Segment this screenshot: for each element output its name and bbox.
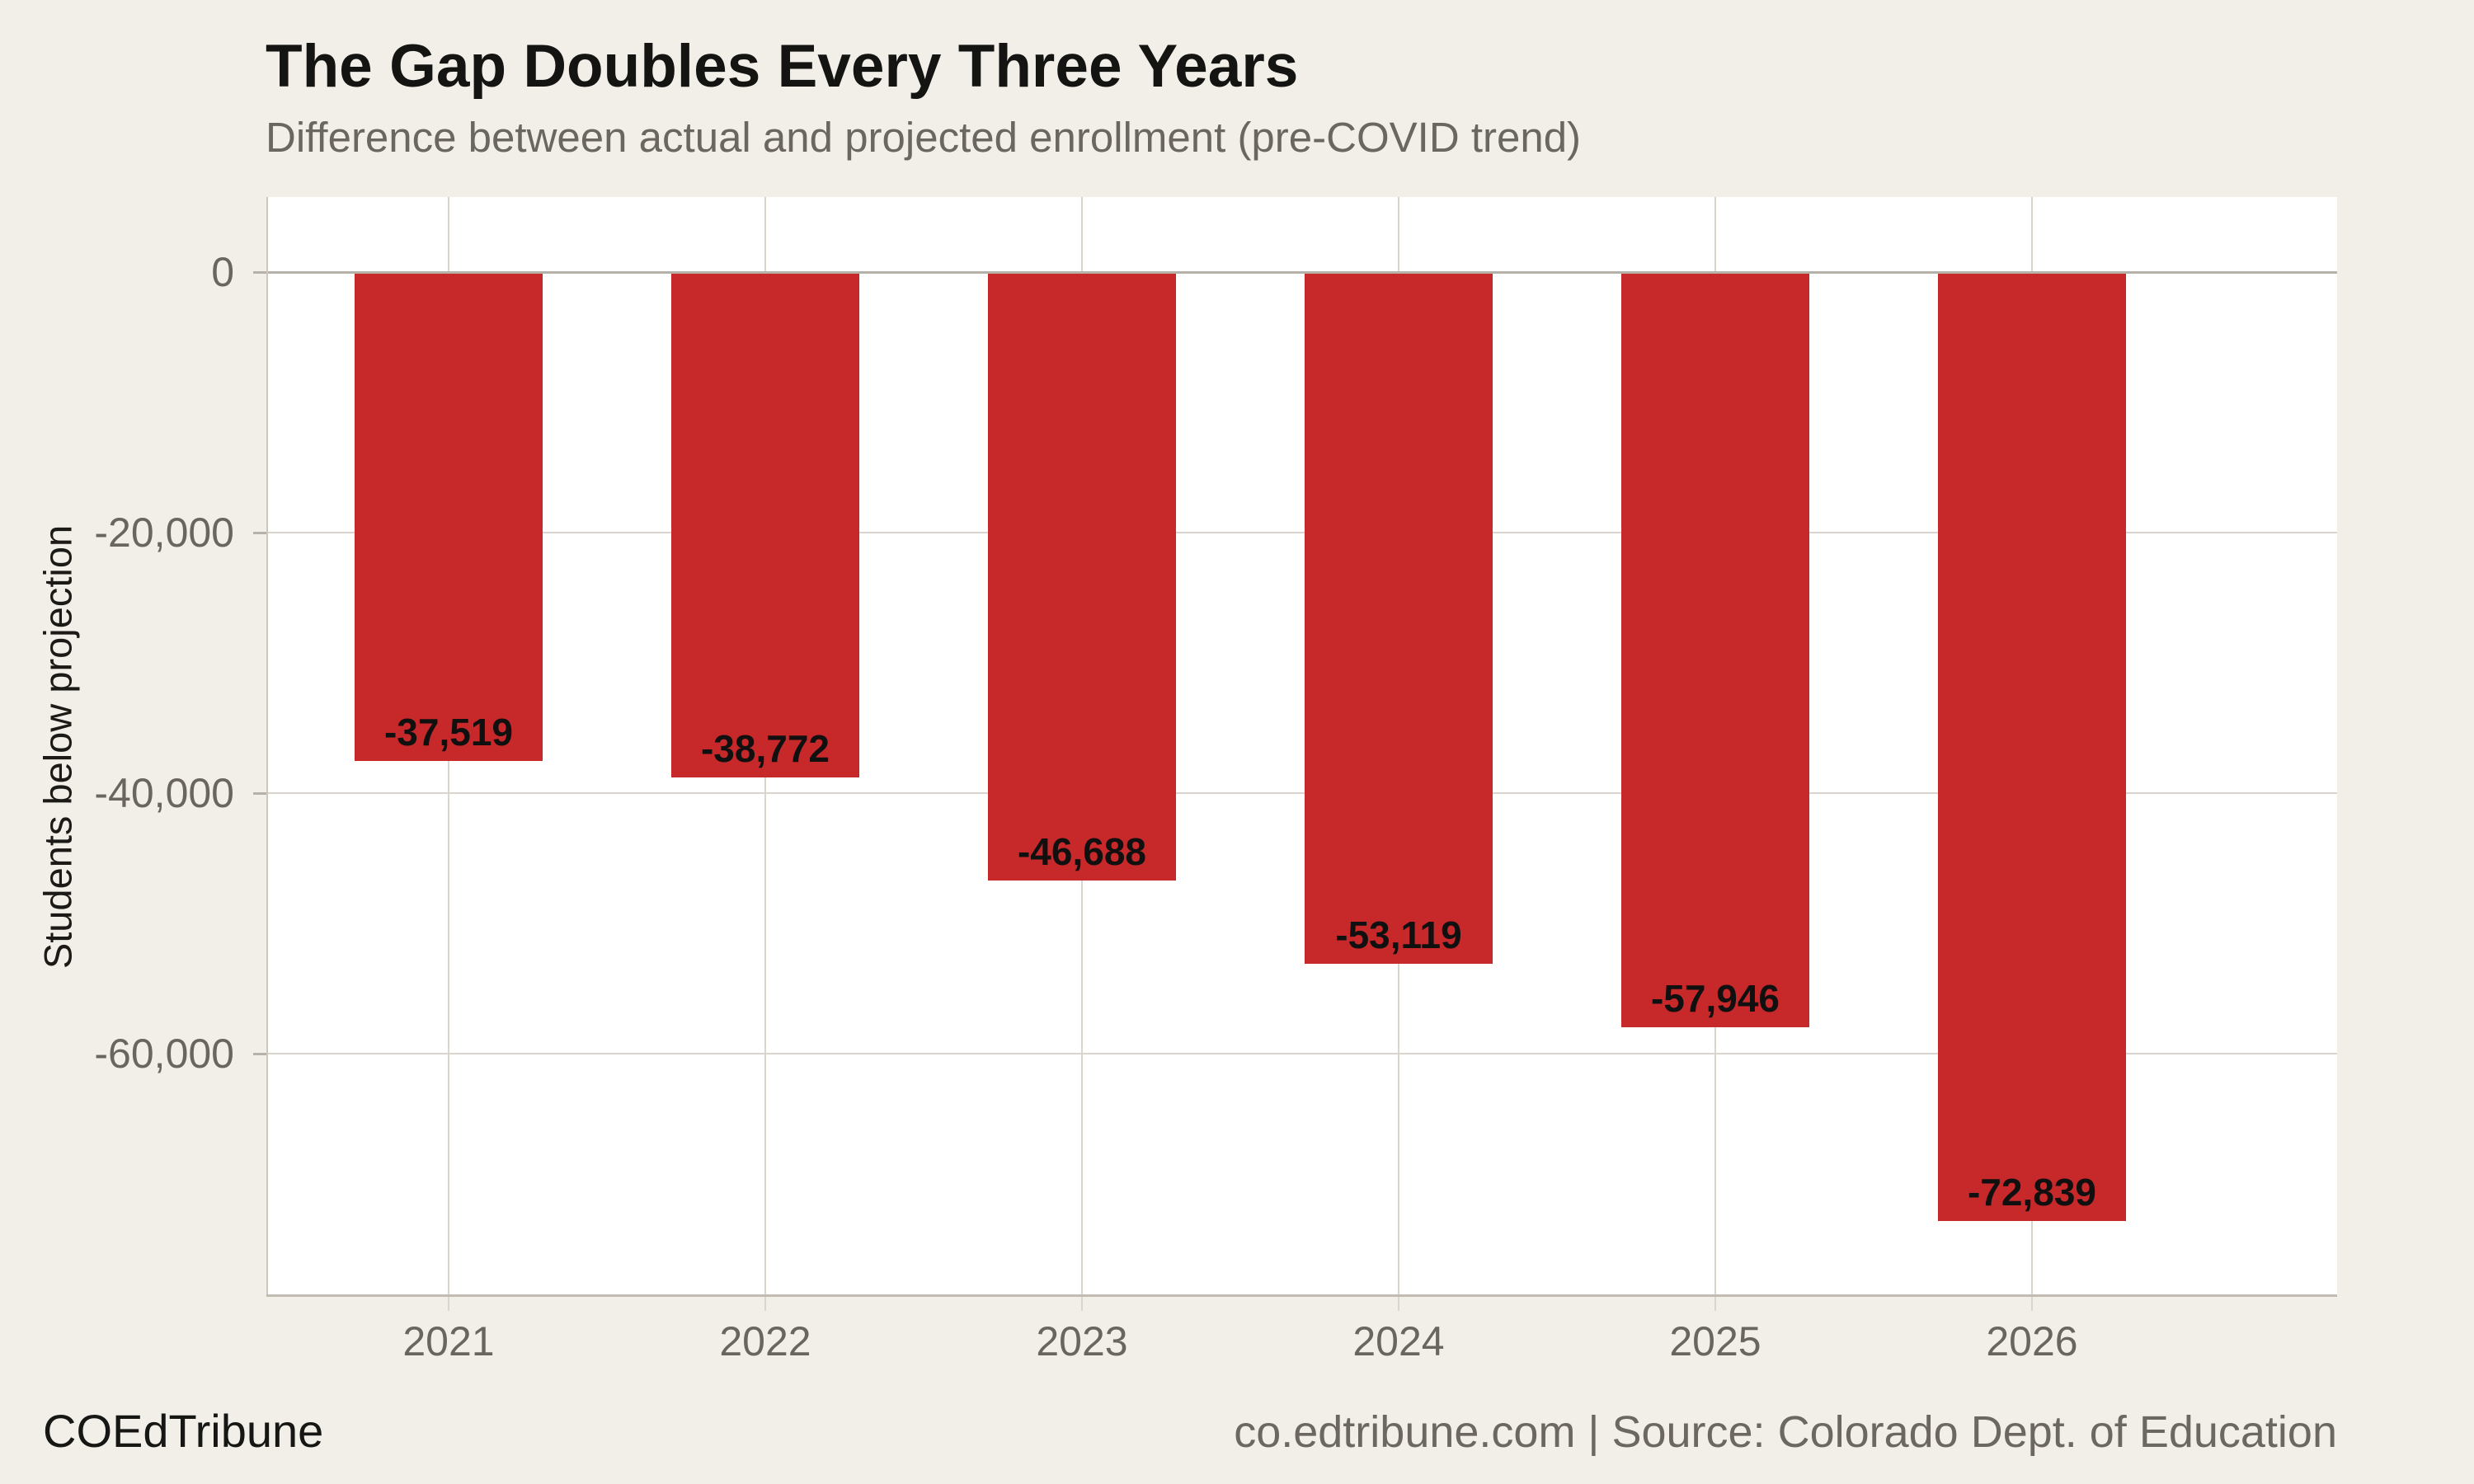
y-axis-tick <box>253 1053 266 1055</box>
footer-brand: COEdTribune <box>43 1405 324 1457</box>
bar-value-label: -46,688 <box>1017 829 1146 873</box>
y-gridline <box>266 1053 2337 1054</box>
bar: -37,519 <box>355 272 543 761</box>
bar: -72,839 <box>1938 272 2126 1221</box>
bar: -53,119 <box>1305 272 1493 965</box>
chart-subtitle: Difference between actual and projected … <box>266 114 1582 161</box>
x-tick-label: 2023 <box>1036 1318 1128 1364</box>
y-tick-label: 0 <box>211 249 234 295</box>
y-tick-label: -60,000 <box>94 1031 234 1077</box>
x-tick-label: 2025 <box>1669 1318 1761 1364</box>
chart-title: The Gap Doubles Every Three Years <box>266 33 1299 100</box>
y-axis-tick <box>253 271 266 274</box>
y-tick-label: -40,000 <box>94 770 234 816</box>
x-tick-label: 2022 <box>719 1318 811 1364</box>
y-gridline <box>266 532 2337 533</box>
footer-source: co.edtribune.com | Source: Colorado Dept… <box>1234 1407 2337 1457</box>
bar-value-label: -72,839 <box>1967 1170 2096 1214</box>
bar: -46,688 <box>988 272 1176 881</box>
y-tick-label: -20,000 <box>94 510 234 556</box>
x-tick-label: 2021 <box>402 1318 495 1364</box>
y-axis-title: Students below projection <box>35 524 80 970</box>
bar: -38,772 <box>671 272 859 777</box>
bar-value-label: -57,946 <box>1650 976 1780 1020</box>
y-axis-tick <box>253 532 266 534</box>
x-axis-line <box>266 1294 2337 1297</box>
bar-value-label: -37,519 <box>383 710 513 754</box>
plot-area: -37,519 -38,772 -46,688 -53,119 -57,946 -72,8… <box>266 197 2337 1311</box>
y-axis-line <box>266 197 268 1297</box>
x-tick-label: 2024 <box>1352 1318 1445 1364</box>
bar-value-label: -38,772 <box>700 726 830 770</box>
bar-value-label: -53,119 <box>1335 913 1462 957</box>
x-tick-label: 2026 <box>1986 1318 2078 1364</box>
y-axis-tick <box>253 792 266 795</box>
zero-line <box>266 271 2337 274</box>
bar: -57,946 <box>1621 272 1809 1027</box>
y-gridline <box>266 792 2337 794</box>
